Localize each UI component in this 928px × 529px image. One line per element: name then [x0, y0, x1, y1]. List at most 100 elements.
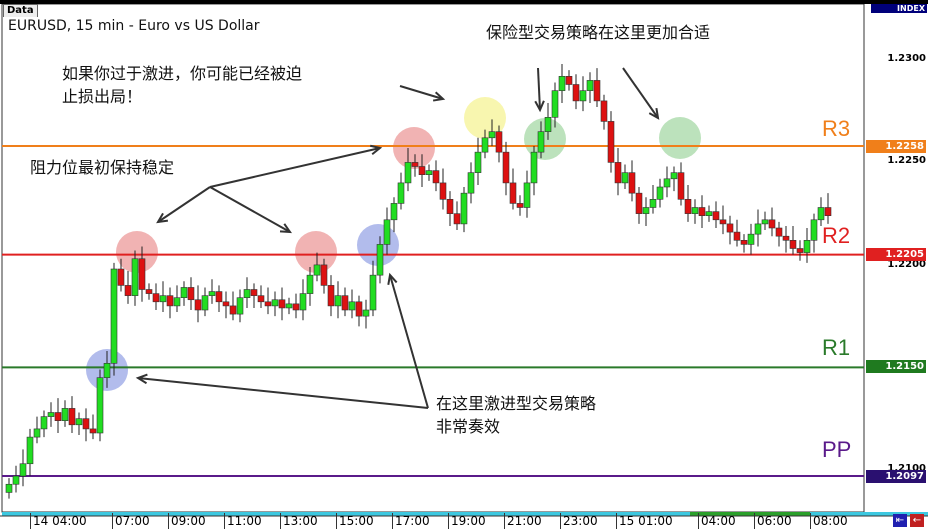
candle — [565, 76, 573, 85]
candle — [61, 408, 69, 421]
candle — [187, 287, 195, 301]
candle — [551, 90, 559, 118]
candle — [775, 227, 783, 237]
time-tick: 08:00 — [810, 513, 848, 529]
candle — [166, 295, 174, 307]
candle — [68, 408, 76, 426]
candle — [530, 151, 538, 184]
candle — [26, 436, 34, 465]
candle — [138, 258, 146, 290]
r2-label: R2 — [822, 223, 851, 248]
candle — [215, 291, 223, 303]
candle — [754, 223, 762, 235]
time-tick: 15 01:00 — [616, 513, 673, 529]
candle — [264, 301, 272, 307]
candle — [292, 303, 300, 311]
candle — [817, 207, 825, 221]
candle — [684, 199, 692, 214]
time-tick: 13:00 — [280, 513, 318, 529]
r2-price-tag: 1.2205 — [866, 248, 926, 261]
candle — [411, 162, 419, 167]
candle — [635, 192, 643, 214]
candle — [47, 412, 55, 417]
candle — [145, 289, 153, 294]
annotation-arrow — [622, 67, 659, 119]
candle — [719, 219, 727, 225]
candle — [705, 211, 713, 217]
candle — [96, 377, 104, 434]
candle — [390, 203, 398, 221]
candle — [698, 207, 706, 216]
candle — [271, 299, 279, 307]
candle — [670, 172, 678, 180]
candle — [173, 297, 181, 307]
candle — [327, 285, 335, 307]
candle — [404, 162, 412, 184]
candle — [425, 170, 433, 176]
candle — [600, 100, 608, 122]
candle — [313, 264, 321, 276]
scrollbar-thumb[interactable] — [690, 512, 810, 516]
time-tick: 23:00 — [560, 513, 598, 529]
candle — [768, 219, 776, 229]
annotation-aggressive-warning: 如果你过于激进，你可能已经被迫 止损出局！ — [62, 64, 303, 106]
candle — [782, 235, 790, 241]
candle — [180, 287, 188, 299]
candle — [369, 274, 377, 311]
candle — [537, 131, 545, 153]
r1-label: R1 — [822, 335, 851, 360]
highlight-circle — [295, 231, 337, 273]
candle — [656, 186, 664, 200]
candle — [278, 299, 286, 309]
candle — [341, 295, 349, 311]
time-scrollbar[interactable] — [2, 512, 928, 516]
candle — [593, 80, 601, 102]
candle — [621, 172, 629, 184]
pp-price-tag: 1.2097 — [866, 470, 926, 483]
annotation-arrow — [389, 274, 429, 409]
candle — [194, 299, 202, 311]
candle — [243, 289, 251, 298]
price-tick: 1.2300 — [887, 53, 926, 64]
candle — [75, 418, 83, 426]
candle — [103, 362, 111, 378]
scroll-back-button[interactable]: ← — [910, 514, 924, 527]
candle — [502, 151, 510, 184]
annotation-arrow — [209, 186, 291, 233]
highlight-circle — [393, 127, 435, 169]
candle — [628, 172, 636, 194]
candle — [516, 203, 524, 208]
candle — [446, 199, 454, 214]
candle — [467, 172, 475, 194]
candle — [453, 213, 461, 225]
arrow-head-icon — [279, 223, 293, 234]
candle — [397, 182, 405, 204]
candle — [159, 295, 167, 303]
time-tick: 21:00 — [504, 513, 542, 529]
candle — [558, 76, 566, 91]
r3-label: R3 — [822, 116, 851, 141]
candle — [348, 301, 356, 311]
candle — [418, 166, 426, 175]
chart-title: EURUSD, 15 min - Euro vs US Dollar — [8, 18, 260, 34]
candle — [222, 301, 230, 307]
highlight-circle — [464, 97, 506, 139]
candle — [257, 295, 265, 303]
candle — [495, 131, 503, 153]
time-tick: 17:00 — [392, 513, 430, 529]
time-tick: 06:00 — [754, 513, 792, 529]
data-tab[interactable]: Data — [3, 4, 38, 17]
candle — [789, 240, 797, 249]
candle — [40, 416, 48, 430]
scroll-start-button[interactable]: ⇤ — [893, 514, 907, 527]
candle — [362, 309, 370, 317]
annotation-arrow — [209, 147, 381, 188]
arrow-head-icon — [135, 373, 148, 385]
candle — [250, 289, 258, 296]
candle — [810, 219, 818, 241]
candle — [747, 233, 755, 245]
pp-label: PP — [822, 437, 852, 462]
time-tick: 11:00 — [224, 513, 262, 529]
time-tick: 09:00 — [168, 513, 206, 529]
